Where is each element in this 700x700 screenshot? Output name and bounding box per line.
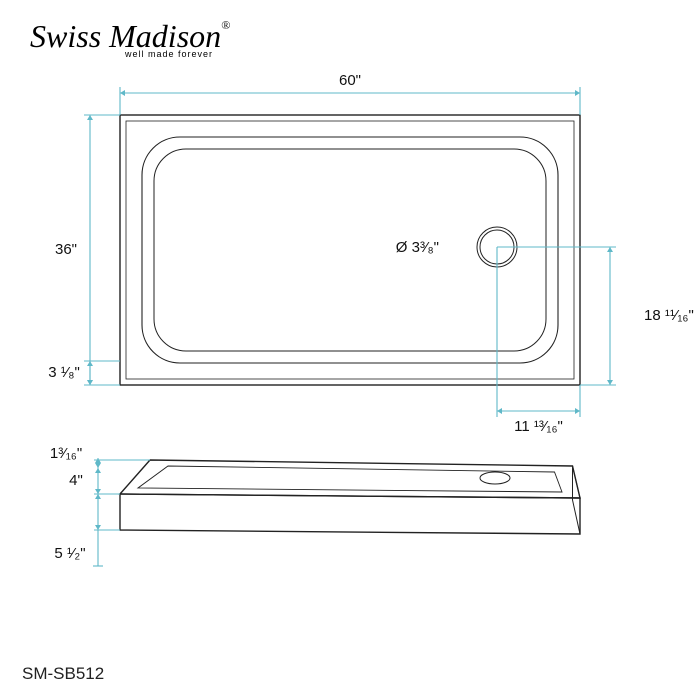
product-sku: SM-SB512 xyxy=(22,664,104,684)
dim-height: 36" xyxy=(55,241,77,258)
dim-flange-h: 3 ¹⁄₈" xyxy=(48,364,80,381)
brand-logo: Swiss Madison® well made forever xyxy=(30,18,230,59)
dim-drain-dia: Ø 3³⁄₈" xyxy=(396,239,439,256)
side-top-face xyxy=(120,460,580,498)
dim-side-inner: 4" xyxy=(69,472,83,489)
dim-side-lip: 1³⁄₁₆" xyxy=(50,445,82,462)
dim-side-total: 5 ¹⁄₂" xyxy=(54,545,85,562)
side-front-face xyxy=(120,494,580,534)
dim-drain-center-v: 18 ¹¹⁄₁₆" xyxy=(644,307,694,324)
side-drain xyxy=(480,472,510,484)
top-outer xyxy=(120,115,580,385)
dim-width: 60" xyxy=(339,72,361,89)
dim-drain-right: 11 ¹³⁄₁₆" xyxy=(514,418,563,435)
technical-drawing: 60" 36" 3 ¹⁄₈" Ø 3³⁄₈" 18 ¹¹⁄₁₆" 11 ¹³⁄₁₆" 1³⁄… xyxy=(0,0,700,700)
